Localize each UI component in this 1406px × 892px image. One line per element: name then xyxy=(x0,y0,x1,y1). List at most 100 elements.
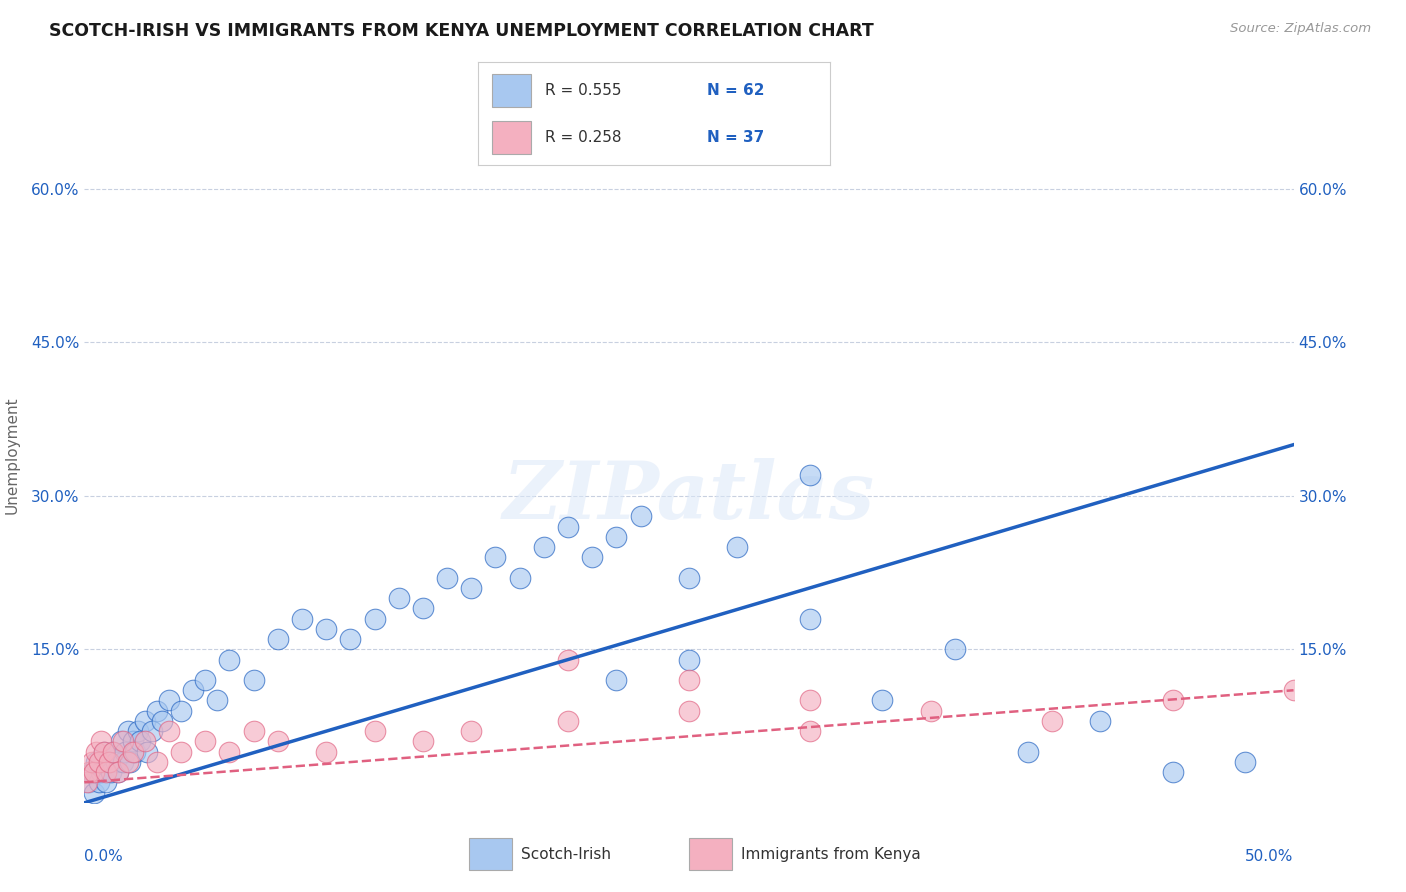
Point xyxy=(124,745,146,759)
Point xyxy=(194,673,217,687)
Point xyxy=(872,693,894,707)
Point xyxy=(107,765,129,780)
Point xyxy=(1161,765,1184,780)
Text: 50.0%: 50.0% xyxy=(1246,849,1294,863)
Text: SCOTCH-IRISH VS IMMIGRANTS FROM KENYA UNEMPLOYMENT CORRELATION CHART: SCOTCH-IRISH VS IMMIGRANTS FROM KENYA UN… xyxy=(49,22,875,40)
Point xyxy=(94,775,117,789)
Point xyxy=(1088,714,1111,728)
Point xyxy=(157,724,180,739)
Point xyxy=(1161,693,1184,707)
Point xyxy=(678,673,700,687)
Text: 0.0%: 0.0% xyxy=(84,849,124,863)
Point xyxy=(1234,755,1257,769)
Point xyxy=(315,745,337,759)
Point xyxy=(76,775,98,789)
Point xyxy=(339,632,361,646)
FancyBboxPatch shape xyxy=(492,121,531,153)
Point xyxy=(83,786,105,800)
Point xyxy=(388,591,411,606)
Point xyxy=(242,673,264,687)
Point xyxy=(181,683,204,698)
Text: R = 0.555: R = 0.555 xyxy=(546,83,621,97)
Point xyxy=(129,734,152,748)
Text: Immigrants from Kenya: Immigrants from Kenya xyxy=(741,847,921,862)
Text: ZIPatlas: ZIPatlas xyxy=(503,458,875,535)
Point xyxy=(267,734,290,748)
FancyBboxPatch shape xyxy=(689,838,731,870)
Point xyxy=(207,693,229,707)
Point xyxy=(581,550,603,565)
Point xyxy=(94,765,117,780)
Point xyxy=(509,571,531,585)
Point xyxy=(630,509,652,524)
Point xyxy=(112,734,135,748)
Point xyxy=(557,652,579,666)
Point xyxy=(157,693,180,707)
Point xyxy=(605,530,627,544)
Point xyxy=(117,724,139,739)
Point xyxy=(678,571,700,585)
Text: N = 62: N = 62 xyxy=(707,83,763,97)
Point xyxy=(605,673,627,687)
Point xyxy=(920,704,942,718)
Point xyxy=(104,755,127,769)
Point xyxy=(460,724,482,739)
Point xyxy=(146,704,169,718)
Point xyxy=(363,612,385,626)
Point xyxy=(90,765,112,780)
Point xyxy=(557,519,579,533)
Point xyxy=(363,724,385,739)
FancyBboxPatch shape xyxy=(468,838,512,870)
Point xyxy=(121,745,143,759)
Point xyxy=(315,622,337,636)
Point xyxy=(134,734,156,748)
Point xyxy=(218,652,240,666)
Point xyxy=(242,724,264,739)
Point xyxy=(484,550,506,565)
Point xyxy=(100,765,122,780)
Point xyxy=(799,724,821,739)
Point xyxy=(103,745,125,759)
Point xyxy=(103,745,125,759)
Point xyxy=(77,765,100,780)
Point xyxy=(678,652,700,666)
Point xyxy=(127,724,149,739)
Y-axis label: Unemployment: Unemployment xyxy=(4,396,20,514)
Point xyxy=(291,612,314,626)
Point xyxy=(86,755,108,769)
Point xyxy=(194,734,217,748)
Point xyxy=(150,714,173,728)
Point xyxy=(799,468,821,483)
Point xyxy=(146,755,169,769)
Point xyxy=(93,745,115,759)
Point xyxy=(117,755,139,769)
Point xyxy=(725,540,748,554)
Point xyxy=(107,765,129,780)
Point xyxy=(87,775,110,789)
Point xyxy=(267,632,290,646)
Point xyxy=(943,642,966,657)
Point xyxy=(436,571,458,585)
Point xyxy=(114,745,136,759)
Point xyxy=(112,755,135,769)
Point xyxy=(1040,714,1063,728)
Point xyxy=(460,581,482,595)
Point xyxy=(170,745,193,759)
Point xyxy=(120,755,142,769)
Point xyxy=(134,714,156,728)
FancyBboxPatch shape xyxy=(492,74,531,106)
Point xyxy=(77,775,100,789)
Point xyxy=(678,704,700,718)
Point xyxy=(799,612,821,626)
Text: R = 0.258: R = 0.258 xyxy=(546,130,621,145)
Point xyxy=(799,693,821,707)
Point xyxy=(97,755,120,769)
Point xyxy=(93,745,115,759)
Point xyxy=(90,734,112,748)
Point xyxy=(110,734,132,748)
Point xyxy=(1017,745,1039,759)
Point xyxy=(80,755,103,769)
Point xyxy=(87,755,110,769)
Point xyxy=(80,765,103,780)
Point xyxy=(83,765,105,780)
